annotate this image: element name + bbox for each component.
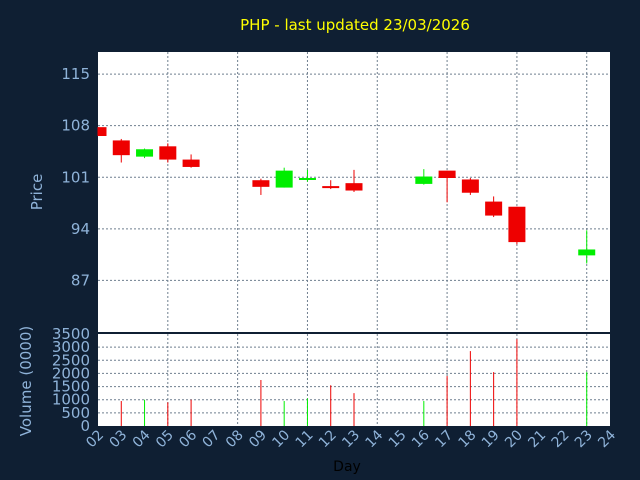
candlestick-series xyxy=(97,127,596,264)
x-tick-label: 05 xyxy=(153,427,177,451)
x-tick-label: 09 xyxy=(246,427,270,451)
volume-tick-label: 2500 xyxy=(52,351,90,369)
candle-body xyxy=(112,140,130,156)
x-tick-label: 19 xyxy=(479,427,503,451)
volume-tick-label: 0 xyxy=(80,417,90,435)
volume-tick-label: 1000 xyxy=(52,391,90,409)
x-tick-label: 12 xyxy=(316,427,340,451)
candle-body xyxy=(252,180,270,187)
x-tick-label: 21 xyxy=(525,427,549,451)
volume-tick-label: 500 xyxy=(61,404,90,422)
x-tick-label: 16 xyxy=(409,427,433,451)
volume-tick-label: 1500 xyxy=(52,378,90,396)
candle-body xyxy=(345,183,363,191)
candle-body xyxy=(485,201,503,216)
x-tick-label: 22 xyxy=(549,427,573,451)
price-tick-label: 108 xyxy=(61,117,90,135)
x-tick-label: 07 xyxy=(200,427,224,451)
x-axis-ticks: 02 03 04 05 06 07 08 09 10 11 12 13 14 15 16 17 18 19 20 21… xyxy=(83,427,619,451)
x-tick-label: 11 xyxy=(293,427,317,451)
candle-body xyxy=(298,178,316,180)
x-tick-label: 03 xyxy=(106,427,130,451)
x-tick-label: 10 xyxy=(269,427,293,451)
candle-body xyxy=(182,159,200,167)
volume-axis-label: Volume (0000) xyxy=(17,326,35,436)
price-tick-label: 87 xyxy=(71,271,90,289)
x-tick-label: 23 xyxy=(572,427,596,451)
candle-body xyxy=(98,127,107,136)
price-tick-label: 101 xyxy=(61,168,90,186)
x-tick-label: 13 xyxy=(339,427,363,451)
candle-body xyxy=(275,170,293,188)
candle-body xyxy=(159,146,177,160)
x-axis-label: Day xyxy=(333,459,361,475)
price-axis-ticks: 115 108 101 94 87 xyxy=(61,65,90,289)
x-tick-label: 18 xyxy=(456,427,480,451)
candle-body xyxy=(578,249,596,256)
volume-tick-label: 3000 xyxy=(52,338,90,356)
price-axis-label: Price xyxy=(28,174,46,211)
x-tick-label: 15 xyxy=(386,427,410,451)
candle-body xyxy=(438,170,456,178)
x-tick-label: 20 xyxy=(502,427,526,451)
candle-body xyxy=(322,186,340,189)
price-tick-label: 94 xyxy=(71,220,90,238)
candle-body xyxy=(136,149,154,157)
volume-series xyxy=(120,339,588,426)
volume-tick-label: 2000 xyxy=(52,364,90,382)
price-tick-label: 115 xyxy=(61,65,90,83)
candle-body xyxy=(508,206,526,243)
x-tick-label: 17 xyxy=(432,427,456,451)
volume-tick-label: 3500 xyxy=(52,325,90,343)
x-tick-label: 24 xyxy=(595,427,619,451)
candle-body xyxy=(415,176,433,184)
x-tick-label: 04 xyxy=(130,427,154,451)
candle-body xyxy=(461,179,479,193)
x-tick-label: 06 xyxy=(176,427,200,451)
chart-title: PHP - last updated 23/03/2026 xyxy=(240,16,470,34)
x-tick-label: 08 xyxy=(223,427,247,451)
x-tick-label: 14 xyxy=(362,427,386,451)
